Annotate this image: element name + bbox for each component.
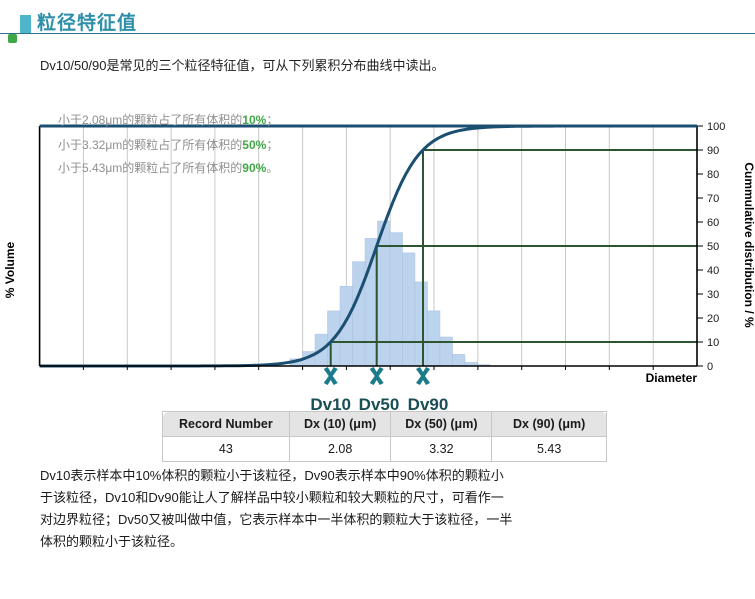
svg-text:70: 70 [707, 193, 719, 205]
svg-text:% Volume: % Volume [3, 241, 17, 298]
svg-text:40: 40 [707, 265, 719, 277]
svg-text:90: 90 [707, 145, 719, 157]
svg-text:100: 100 [707, 121, 725, 133]
svg-text:10: 10 [707, 337, 719, 349]
svg-text:0: 0 [707, 361, 713, 373]
svg-text:50: 50 [707, 241, 719, 253]
svg-text:80: 80 [707, 169, 719, 181]
svg-text:20: 20 [707, 313, 719, 325]
svg-text:30: 30 [707, 289, 719, 301]
svg-text:60: 60 [707, 217, 719, 229]
svg-text:Diameter: Diameter [646, 371, 698, 385]
svg-text:Cummulative distribution / %: Cummulative distribution / % [742, 162, 755, 328]
